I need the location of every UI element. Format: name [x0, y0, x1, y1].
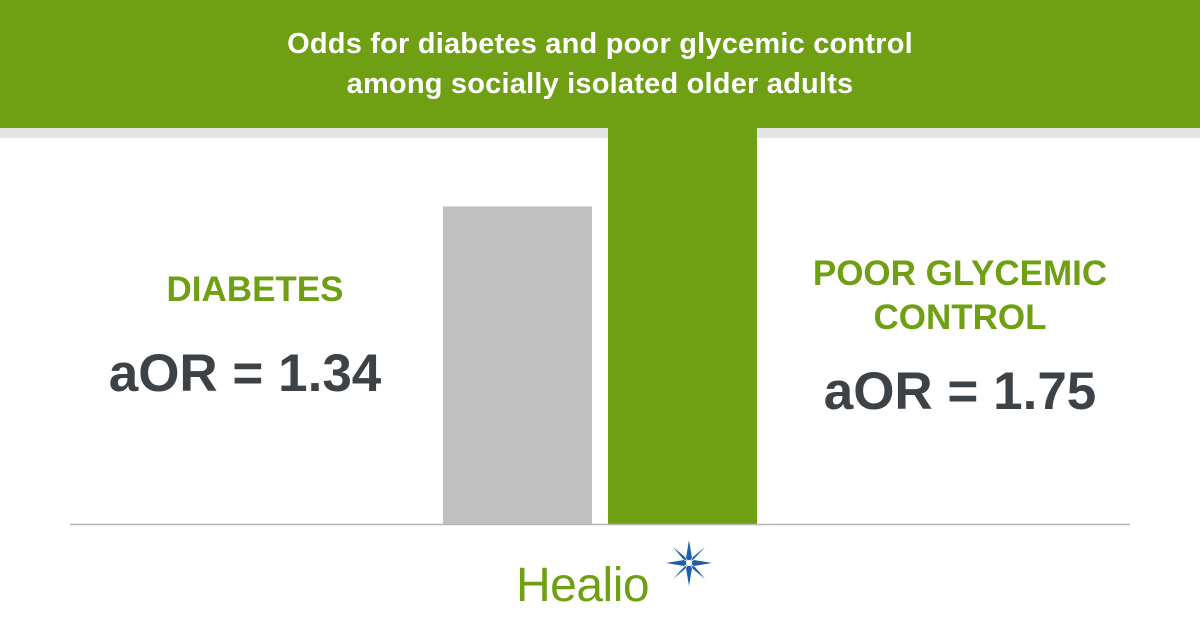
healio-logo-text: Healio [516, 559, 650, 612]
healio-logo: Healio [516, 540, 712, 612]
glycemic-control-aor-value: aOR = 1.75 [823, 362, 1097, 421]
diabetes-aor-value: aOR = 1.34 [108, 344, 382, 403]
chart-title-line-1: Odds for diabetes and poor glycemic cont… [287, 28, 913, 60]
glycemic-control-label-line-1: POOR GLYCEMIC [812, 254, 1108, 293]
glycemic-control-label-line-2: CONTROL [873, 298, 1047, 337]
header-banner: Odds for diabetes and poor glycemic cont… [0, 0, 1200, 128]
star-icon [666, 540, 712, 586]
header-divider [0, 128, 1200, 138]
bar-diabetes [443, 206, 592, 525]
glycemic-control-label: POOR GLYCEMIC CONTROL [780, 252, 1140, 340]
diabetes-label: DIABETES [166, 270, 344, 309]
chart-title-line-2: among socially isolated older adults [346, 68, 854, 100]
bar-poor-glycemic-control [608, 109, 757, 524]
